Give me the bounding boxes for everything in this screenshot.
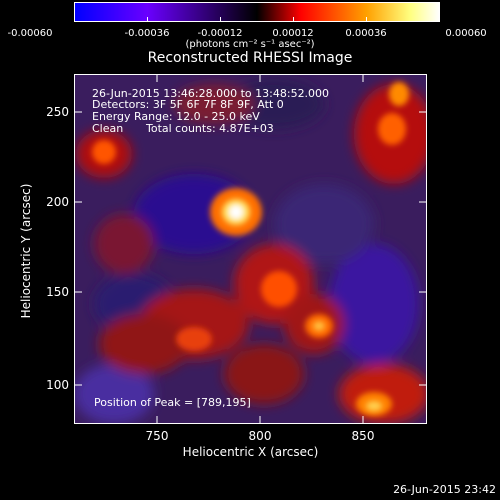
colorbar-tick-label: -0.00012 [197,28,243,39]
colorbar-units: (photons cm⁻² s⁻¹ asec⁻²) [185,39,315,50]
x-axis-label: Heliocentric X (arcsec) [182,445,319,459]
heatmap-plot [74,74,427,424]
annotation-total-counts: Total counts: 4.87E+03 [146,122,274,135]
colorbar-tick-label: 0.00060 [445,28,487,39]
colorbar-tick-label: 0.00012 [272,28,314,39]
axis-ticks [74,74,427,424]
chart-title: Reconstructed RHESSI Image [147,50,353,66]
colorbar-tick-label: 0.00036 [345,28,387,39]
plot-frame [74,74,427,424]
annotation-method: Clean [92,122,124,135]
annotation-energy: Energy Range: 12.0 - 25.0 keV [92,110,260,123]
colorbar [74,2,440,22]
colorbar-tick-label: -0.00060 [7,28,53,39]
colorbar-tick-label: -0.00036 [124,28,170,39]
y-tick-label: 250 [46,105,69,119]
y-tick-label: 150 [46,285,69,299]
render-timestamp: 26-Jun-2015 23:42 [393,483,496,496]
x-tick-label: 750 [145,429,169,443]
annotation-peak-position: Position of Peak = [789,195] [94,396,251,409]
y-tick-label: 200 [46,195,69,209]
annotation-time-range: 26-Jun-2015 13:46:28.000 to 13:48:52.000 [92,87,330,100]
annotation-detectors: Detectors: 3F 5F 6F 7F 8F 9F, Att 0 [92,98,284,111]
x-tick-label: 850 [351,429,375,443]
y-axis-label: Heliocentric Y (arcsec) [19,183,33,319]
y-tick-label: 100 [46,378,69,392]
x-tick-label: 800 [248,429,272,443]
